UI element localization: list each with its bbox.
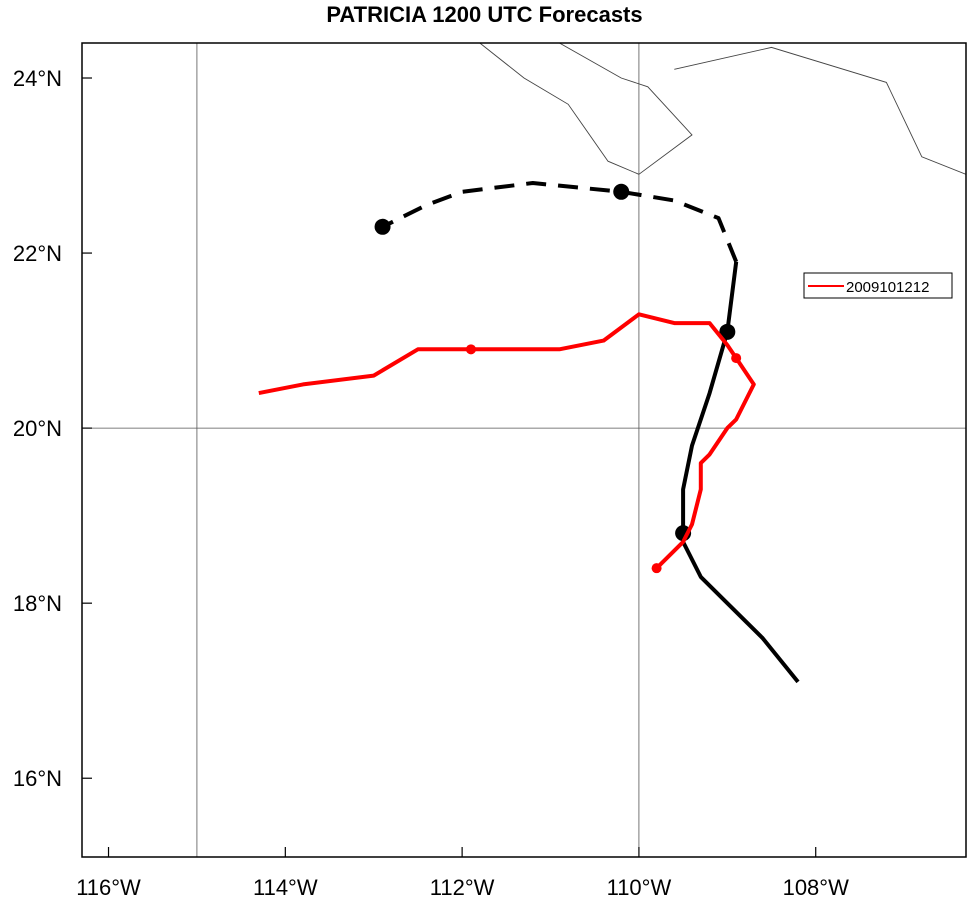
y-tick-label: 16°N <box>13 766 62 791</box>
x-tick-label: 108°W <box>783 875 850 900</box>
x-tick-label: 114°W <box>253 875 318 900</box>
track-marker <box>613 183 630 200</box>
track-marker <box>731 353 742 364</box>
plot-frame <box>81 42 967 858</box>
x-tick-label: 112°W <box>430 875 495 900</box>
y-tick-label: 22°N <box>13 241 62 266</box>
y-tick-label: 18°N <box>13 591 62 616</box>
y-tick-label: 20°N <box>13 416 62 441</box>
forecast-track-red <box>258 312 756 570</box>
track-marker <box>465 344 476 355</box>
coastlines <box>479 43 966 175</box>
map-title: PATRICIA 1200 UTC Forecasts <box>326 2 643 27</box>
forecast-tracks <box>258 181 800 684</box>
forecast-track-black-solid <box>681 261 800 684</box>
coastline <box>674 46 966 175</box>
y-tick-label: 24°N <box>13 66 62 91</box>
x-tick-label: 116°W <box>76 875 141 900</box>
legend-label: 2009101212 <box>846 279 929 296</box>
legend: 2009101212 <box>803 272 953 299</box>
x-tick-label: 110°W <box>607 875 672 900</box>
graticule <box>82 43 966 857</box>
coastline <box>479 43 640 175</box>
track-marker <box>719 323 736 340</box>
track-marker <box>374 218 391 235</box>
coastline <box>559 43 693 175</box>
forecast-track-black-dashed <box>381 181 739 263</box>
axis-ticks: 116°W 114°W 112°W 110°W 108°W 24°N 22°N 20°N 18°… <box>13 66 849 900</box>
track-marker <box>651 563 662 574</box>
